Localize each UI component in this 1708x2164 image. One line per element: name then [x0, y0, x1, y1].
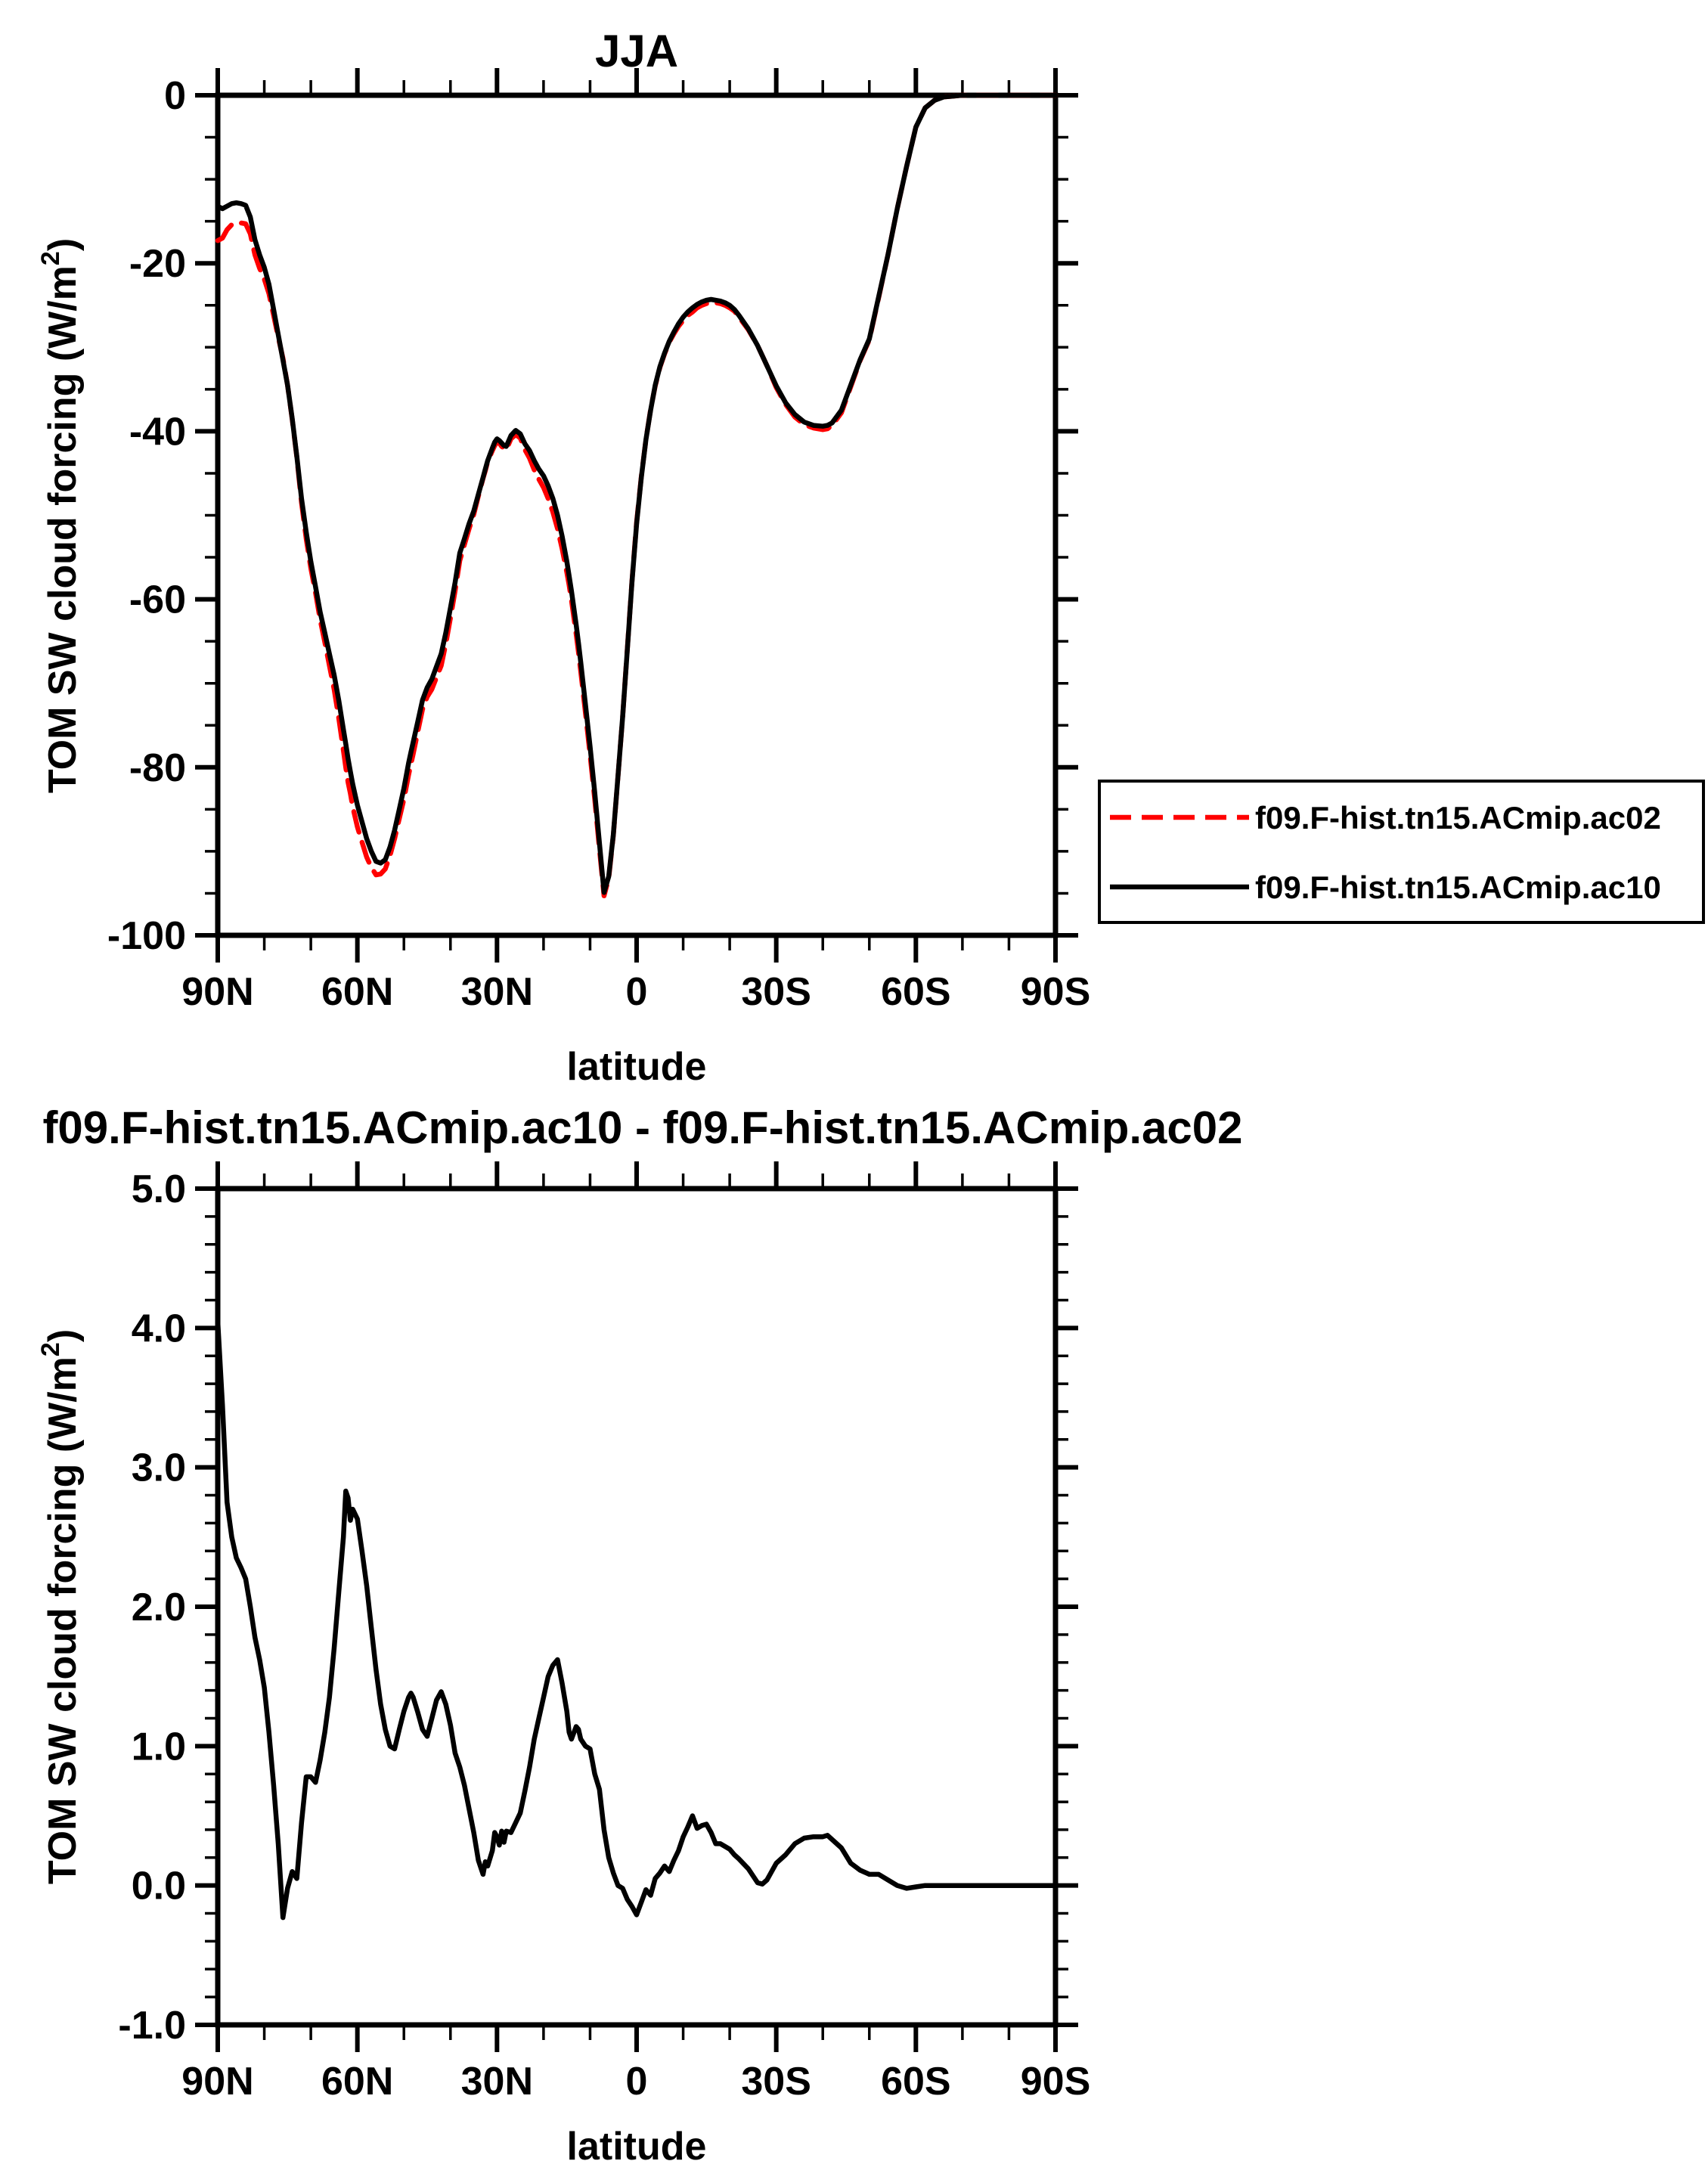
- y-tick-label: -100: [107, 914, 186, 958]
- x-tick-label: 60S: [881, 2060, 951, 2104]
- series-line-1: [215, 92, 1059, 895]
- top-chart-ylabel: TOM SW cloud forcing (W/m2): [36, 238, 85, 793]
- y-tick-label: -20: [129, 242, 186, 286]
- chart-0-plot: 90N 60N 30N 0 30S 60S 90S 0 -20 -40 -60 -80 -100: [107, 68, 1090, 1014]
- y-tick-label: -60: [129, 578, 186, 622]
- top-chart-title: JJA: [595, 26, 678, 76]
- x-tick-label: 60S: [881, 970, 951, 1014]
- y-tick-label: -40: [129, 410, 186, 454]
- y-tick-label: 1.0: [132, 1725, 186, 1769]
- x-tick-label: 0: [626, 970, 648, 1014]
- legend-label-ac02: f09.F-hist.tn15.ACmip.ac02: [1255, 800, 1661, 836]
- y-tick-label: 5.0: [132, 1167, 186, 1211]
- y-tick-label: 4.0: [132, 1307, 186, 1350]
- y-tick-label: 2.0: [132, 1586, 186, 1629]
- y-tick-label: 3.0: [132, 1446, 186, 1490]
- series-line-0: [215, 92, 1059, 899]
- x-tick-label: 60N: [321, 970, 393, 1014]
- bottom-chart-xlabel: latitude: [567, 2125, 707, 2164]
- x-tick-label: 30N: [461, 2060, 533, 2104]
- y-tick-label: 0.0: [132, 1865, 186, 1908]
- y-tick-label: 0: [164, 74, 186, 118]
- chart-1-plot: 90N 60N 30N 0 30S 60S 90S 5.0 4.0 3.0 2.0 1.0 0.0 -1.…: [118, 1161, 1090, 2104]
- x-tick-label: 90N: [181, 970, 253, 1014]
- x-tick-label: 60N: [321, 2060, 393, 2104]
- axes-frame: [215, 92, 1059, 938]
- x-tick-label: 90N: [181, 2060, 253, 2104]
- top-chart-xlabel: latitude: [567, 1045, 707, 1089]
- x-tick-label: 0: [626, 2060, 648, 2104]
- x-tick-label: 30N: [461, 970, 533, 1014]
- x-tick-label: 30S: [741, 2060, 811, 2104]
- bottom-chart-title: f09.F-hist.tn15.ACmip.ac10 - f09.F-hist.…: [42, 1102, 1242, 1153]
- legend-box: [1098, 780, 1705, 924]
- legend-label-ac10: f09.F-hist.tn15.ACmip.ac10: [1255, 870, 1661, 905]
- x-tick-label: 90S: [1021, 2060, 1091, 2104]
- y-tick-label: -80: [129, 746, 186, 790]
- x-tick-label: 90S: [1021, 970, 1091, 1014]
- y-tick-label: -1.0: [118, 2004, 186, 2048]
- x-tick-label: 30S: [741, 970, 811, 1014]
- axes-frame: [215, 1186, 1059, 2028]
- bottom-chart-ylabel: TOM SW cloud forcing (W/m2): [36, 1329, 85, 1884]
- series-line-0: [215, 1318, 1059, 1921]
- legend: f09.F-hist.tn15.ACmip.ac02 f09.F-hist.tn…: [1098, 780, 1705, 924]
